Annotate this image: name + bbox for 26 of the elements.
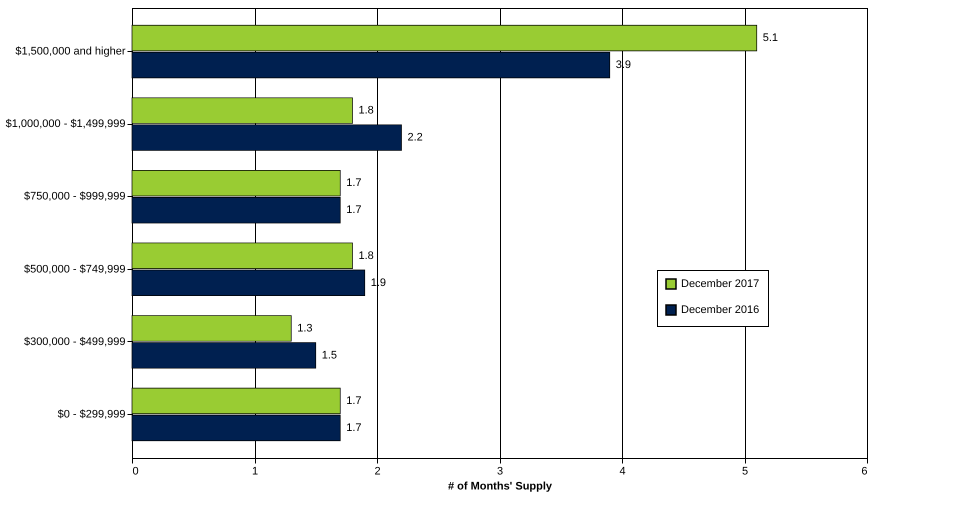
x-axis-title: # of Months' Supply: [448, 480, 553, 492]
data-label: 1.8: [358, 104, 374, 117]
legend-label: December 2017: [681, 278, 760, 290]
y-tick-label: $500,000 - $749,999: [24, 263, 126, 276]
x-tick-label: 1: [252, 466, 258, 478]
y-tick-label: $1,000,000 - $1,499,999: [6, 118, 126, 130]
legend-label: December 2016: [681, 304, 760, 316]
data-label: 1.7: [346, 177, 362, 190]
y-tick-label: $0 - $299,999: [58, 408, 126, 420]
data-label: 1.7: [346, 422, 362, 434]
data-label: 5.1: [762, 32, 778, 44]
data-label: 1.7: [346, 394, 362, 407]
x-tick-label: 0: [132, 466, 139, 478]
x-tick-label: 4: [619, 466, 626, 478]
x-tick-label: 3: [496, 466, 504, 478]
data-label: 1.8: [358, 250, 374, 262]
x-tick-label: 6: [861, 466, 868, 478]
y-tick-label: $300,000 - $499,999: [24, 336, 126, 348]
x-tick-label: 2: [374, 466, 381, 478]
data-label: 1.5: [322, 349, 338, 362]
y-tick-label: $1,500,000 and higher: [15, 46, 126, 58]
y-tick-label: $750,000 - $999,999: [24, 190, 126, 203]
data-label: 1.7: [346, 204, 362, 216]
x-tick-label: 5: [742, 466, 748, 478]
data-label: 2.2: [408, 132, 423, 144]
data-label: 1.3: [297, 322, 313, 334]
